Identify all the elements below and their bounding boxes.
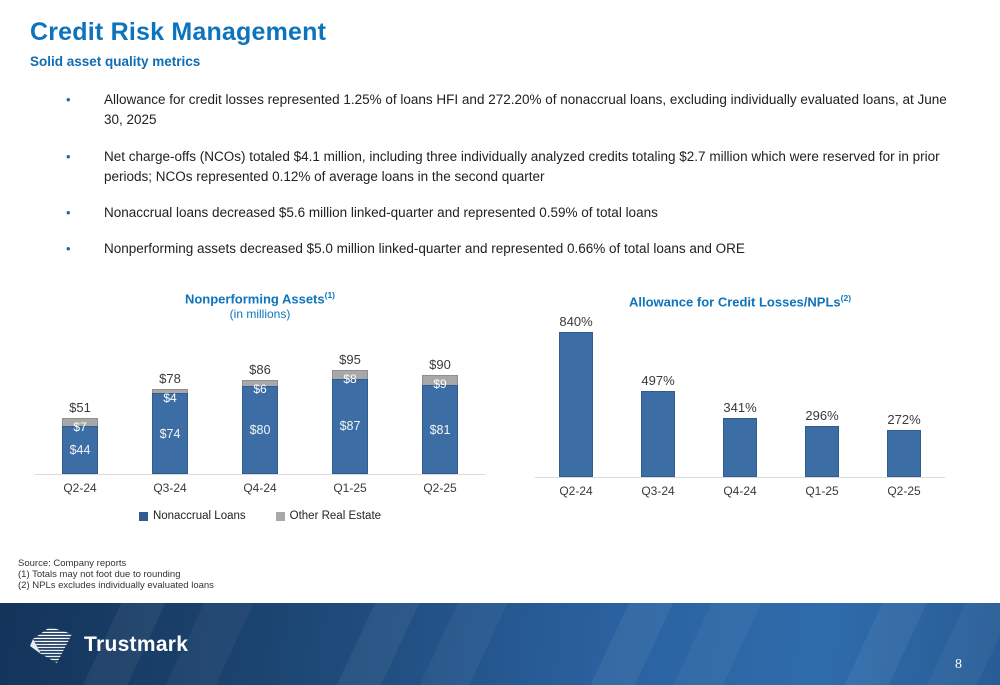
bullet-item: • Nonaccrual loans decreased $5.6 millio… xyxy=(62,203,952,223)
x-axis-labels: Q2-24 Q3-24 Q4-24 Q1-25 Q2-25 xyxy=(35,475,485,495)
bar-column: $90 $9 $81 xyxy=(395,321,485,475)
bullet-item: • Net charge-offs (NCOs) totaled $4.1 mi… xyxy=(62,147,952,188)
segment-value-label: $80 xyxy=(249,423,271,438)
category-label: Q4-24 xyxy=(243,481,277,496)
chart-title-footnote-marker: (1) xyxy=(324,290,336,300)
category-label: Q2-25 xyxy=(887,484,921,499)
bar-total-label: $51 xyxy=(69,400,91,416)
bar-segment-other-real-estate: $7 xyxy=(62,418,98,434)
category-label: Q1-25 xyxy=(333,481,367,496)
bullet-icon: • xyxy=(66,241,71,257)
bar-segment-other-real-estate: $4 xyxy=(152,388,188,405)
bar-segment-nonaccrual-loans: $87 xyxy=(332,378,368,475)
bar-total-label: $86 xyxy=(249,361,271,377)
bar-value-label: 296% xyxy=(805,408,839,424)
source-note: Source: Company reports xyxy=(18,558,127,569)
bar-column: 497% xyxy=(617,309,699,478)
segment-value-label: $74 xyxy=(159,426,181,441)
footnote-1: (1) Totals may not foot due to rounding xyxy=(18,569,181,581)
footnote-2: (2) NPLs excludes individually evaluated… xyxy=(18,580,214,592)
chart-title-footnote-marker: (2) xyxy=(840,293,852,303)
bar-segment-nonaccrual-loans: $44 xyxy=(62,425,98,475)
chart-title: Nonperforming Assets(1) xyxy=(184,290,336,307)
bullet-text: Net charge-offs (NCOs) totaled $4.1 mill… xyxy=(104,148,940,184)
header: Credit Risk Management Solid asset quali… xyxy=(30,18,326,69)
bar-column: $86 $6 $80 xyxy=(215,321,305,475)
chart-title: Allowance for Credit Losses/NPLs(2) xyxy=(628,293,852,310)
bar-segment-other-real-estate: $8 xyxy=(332,369,368,386)
bullet-text: Nonaccrual loans decreased $5.6 million … xyxy=(104,205,658,220)
bullet-text: Nonperforming assets decreased $5.0 mill… xyxy=(104,241,745,257)
segment-value-label: $9 xyxy=(433,377,447,392)
segment-value-label: $87 xyxy=(339,419,361,434)
bar-total-label: $90 xyxy=(429,357,451,373)
bullet-list: • Allowance for credit losses represente… xyxy=(62,90,952,276)
bar-column: 840% xyxy=(535,309,617,478)
legend-item-nonaccrual-loans: Nonaccrual Loans xyxy=(138,510,246,522)
stacked-bar-plot: $51 $7 $44 $78 $4 $74 $86 $6 $80 $95 $8 $87 $90 $9 $81 xyxy=(35,321,485,476)
bullet-text: Allowance for credit losses represented … xyxy=(104,92,947,128)
bar-value-label: 497% xyxy=(641,373,675,389)
bar-segment-other-real-estate: $6 xyxy=(242,379,278,396)
chart-nonperforming-assets: Nonperforming Assets(1) (in millions) $5… xyxy=(35,290,485,522)
legend-swatch-blue-icon xyxy=(138,511,148,521)
bullet-icon: • xyxy=(66,148,71,164)
bar-plot: 840% 497% 341% 296% 272% xyxy=(535,309,945,479)
segment-value-label: $81 xyxy=(429,422,451,437)
bar-column: 272% xyxy=(863,309,945,478)
segment-value-label: $8 xyxy=(343,371,357,386)
bullet-item: • Allowance for credit losses represente… xyxy=(62,90,952,131)
bar xyxy=(887,430,921,478)
segment-value-label: $4 xyxy=(163,390,177,405)
segment-value-label: $6 xyxy=(253,381,267,396)
category-label: Q3-24 xyxy=(641,484,675,499)
bar-column: 341% xyxy=(699,309,781,478)
bar-segment-nonaccrual-loans: $81 xyxy=(422,385,458,475)
footnotes: Source: Company reports (1) Totals may n… xyxy=(18,558,214,592)
bar-total-label: $95 xyxy=(339,351,361,367)
bullet-icon: • xyxy=(66,205,71,220)
bar-column: 296% xyxy=(781,309,863,478)
legend-item-other-real-estate: Other Real Estate xyxy=(275,510,381,522)
legend-swatch-gray-icon xyxy=(275,511,285,521)
bar-segment-nonaccrual-loans: $80 xyxy=(242,386,278,475)
trustmark-diamond-icon xyxy=(30,627,72,663)
brand-logo: Trustmark xyxy=(28,625,188,665)
category-label: Q2-24 xyxy=(559,484,593,499)
category-label: Q3-24 xyxy=(153,481,187,496)
chart-units-label: (in millions) xyxy=(229,307,291,322)
segment-value-label: $44 xyxy=(69,443,91,458)
bullet-icon: • xyxy=(66,92,71,107)
bar xyxy=(559,332,593,478)
bar-total-label: $78 xyxy=(159,370,181,386)
bar-value-label: 341% xyxy=(723,400,757,416)
segment-value-label: $7 xyxy=(73,420,87,435)
category-label: Q4-24 xyxy=(723,484,757,499)
bar-segment-other-real-estate: $9 xyxy=(422,375,458,391)
bar-column: $95 $8 $87 xyxy=(305,321,395,475)
footer-band: Trustmark 8 xyxy=(0,603,1000,685)
page-title: Credit Risk Management xyxy=(30,18,327,46)
bar-column: $78 $4 $74 xyxy=(125,321,215,475)
x-axis-labels: Q2-24 Q3-24 Q4-24 Q1-25 Q2-25 xyxy=(535,478,945,498)
category-label: Q1-25 xyxy=(805,484,839,499)
bar-column: $51 $7 $44 xyxy=(35,321,125,475)
bar-segment-nonaccrual-loans: $74 xyxy=(152,392,188,475)
bar xyxy=(641,391,675,478)
brand-name: Trustmark xyxy=(84,633,189,656)
page-subtitle: Solid asset quality metrics xyxy=(30,54,201,69)
page-number: 8 xyxy=(955,657,962,672)
bullet-item: • Nonperforming assets decreased $5.0 mi… xyxy=(62,239,952,259)
chart-legend: Nonaccrual Loans Other Real Estate xyxy=(35,510,485,522)
category-label: Q2-25 xyxy=(423,481,457,496)
bar-value-label: 272% xyxy=(887,412,921,428)
category-label: Q2-24 xyxy=(63,481,97,496)
bar-value-label: 840% xyxy=(559,314,593,330)
chart-allowance-credit-losses: Allowance for Credit Losses/NPLs(2) 840%… xyxy=(535,293,945,498)
bar xyxy=(805,426,839,478)
bar xyxy=(723,418,757,478)
